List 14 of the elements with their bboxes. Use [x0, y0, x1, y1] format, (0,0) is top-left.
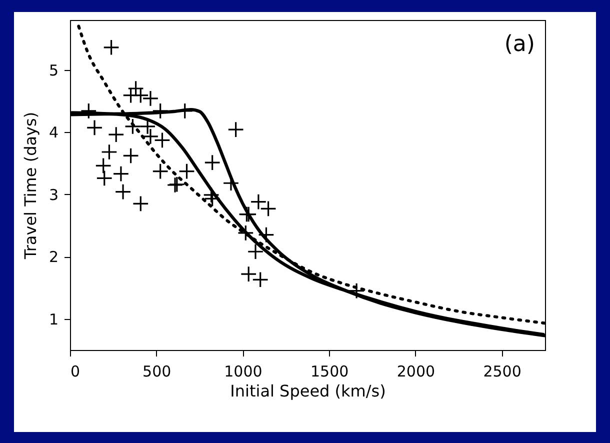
- y-tick-label: 4: [48, 124, 58, 142]
- y-tick-label: 2: [48, 248, 58, 266]
- y-tick-label: 1: [48, 310, 58, 328]
- y-tick-label: 3: [48, 186, 58, 204]
- x-tick-label: 2000: [396, 362, 436, 380]
- y-axis-title: Travel Time (days): [20, 112, 40, 260]
- annotation: (a): [504, 32, 535, 57]
- x-axis-title: Initial Speed (km/s): [230, 382, 386, 400]
- x-tick-label: 500: [142, 362, 172, 380]
- x-tick-label: 1000: [224, 362, 262, 380]
- x-tick-label: 1500: [310, 362, 349, 380]
- y-tick-label: 5: [48, 61, 58, 80]
- x-tick-label: 0: [70, 362, 80, 380]
- x-tick-label: 2500: [483, 362, 522, 380]
